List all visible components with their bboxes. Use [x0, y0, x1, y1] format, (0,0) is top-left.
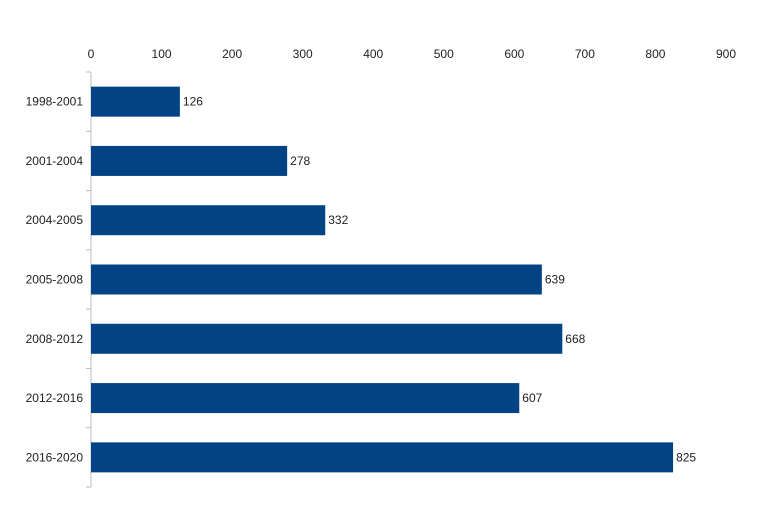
bar-2008-2012	[91, 323, 563, 354]
category-label-2016-2020: 2016-2020	[26, 450, 84, 464]
x-tick-label-0: 0	[88, 47, 95, 61]
category-label-2005-2008: 2005-2008	[26, 273, 84, 287]
x-tick-label-900: 900	[716, 47, 736, 61]
bar-2005-2008	[91, 264, 542, 295]
bar-2004-2005	[91, 205, 326, 236]
bar-2016-2020	[91, 442, 674, 473]
value-labels: 126 278 332 639 668 607 825	[183, 95, 697, 465]
x-tick-label-100: 100	[152, 47, 172, 61]
x-axis: 0 100 200 300 400 500 600 700 800 900	[88, 47, 737, 61]
x-tick-label-600: 600	[504, 47, 524, 61]
value-label-2004-2005: 332	[328, 213, 348, 227]
value-label-2005-2008: 639	[545, 273, 565, 287]
x-tick-label-200: 200	[222, 47, 242, 61]
bar-2001-2004	[91, 145, 288, 176]
x-tick-label-300: 300	[293, 47, 313, 61]
bars	[91, 86, 674, 473]
value-label-2001-2004: 278	[290, 154, 310, 168]
bar-2012-2016	[91, 383, 520, 414]
bar-1998-2001	[91, 86, 180, 117]
category-label-2004-2005: 2004-2005	[26, 213, 84, 227]
category-label-2012-2016: 2012-2016	[26, 391, 84, 405]
value-label-1998-2001: 126	[183, 95, 203, 109]
x-tick-label-400: 400	[363, 47, 383, 61]
category-label-2001-2004: 2001-2004	[26, 154, 84, 168]
value-label-2008-2012: 668	[565, 332, 585, 346]
value-label-2016-2020: 825	[676, 450, 696, 464]
x-tick-label-500: 500	[434, 47, 454, 61]
category-label-1998-2001: 1998-2001	[26, 95, 84, 109]
y-axis: 1998-2001 2001-2004 2004-2005 2005-2008 2008…	[26, 71, 92, 488]
x-tick-label-800: 800	[645, 47, 665, 61]
category-label-2008-2012: 2008-2012	[26, 332, 84, 346]
x-tick-label-700: 700	[575, 47, 595, 61]
value-label-2012-2016: 607	[522, 391, 542, 405]
